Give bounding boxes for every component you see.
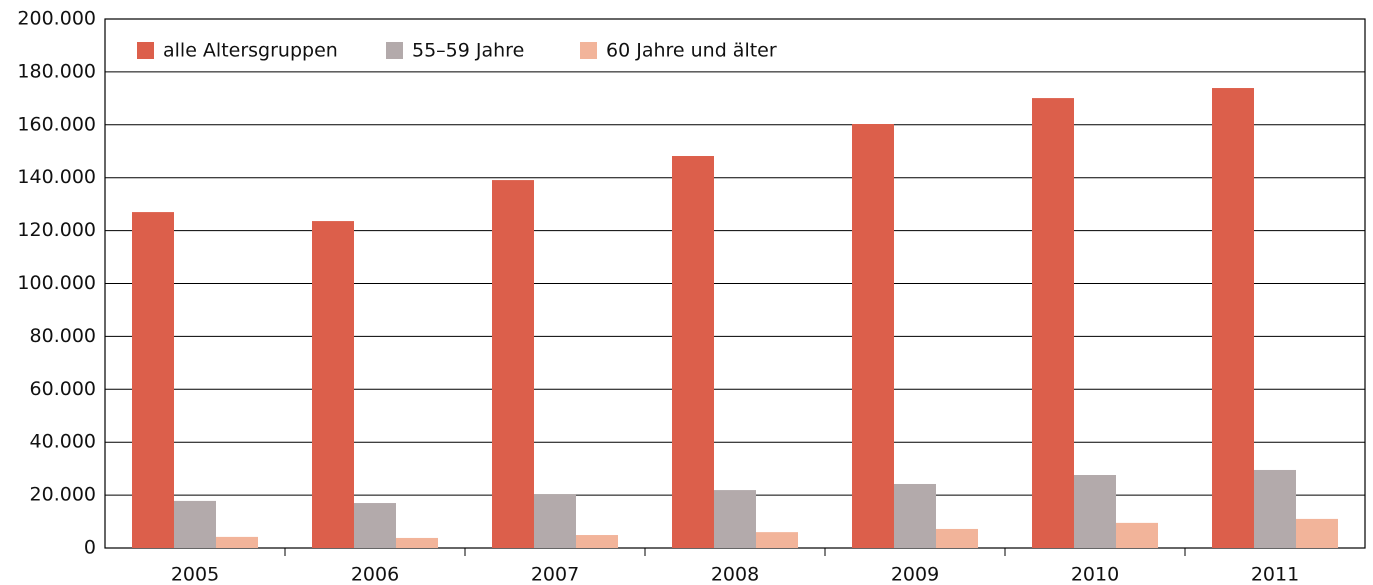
bar [396, 537, 438, 548]
y-tick-label: 40.000 [30, 431, 96, 453]
bar [852, 124, 894, 548]
legend-swatch [137, 42, 154, 59]
y-tick-label: 120.000 [17, 219, 96, 241]
legend-label: 60 Jahre und älter [606, 40, 777, 62]
bar [894, 483, 936, 548]
y-tick-label: 80.000 [30, 325, 96, 347]
x-tick-label: 2010 [1071, 564, 1119, 585]
bar [1254, 469, 1296, 548]
y-tick-label: 200.000 [17, 8, 96, 30]
x-tick-label: 2011 [1251, 564, 1299, 585]
bar [216, 536, 258, 548]
bar [756, 532, 798, 548]
y-tick-label: 140.000 [17, 166, 96, 188]
legend-swatch [386, 42, 403, 59]
bar [1116, 522, 1158, 548]
bar [714, 490, 756, 548]
bar [354, 503, 396, 548]
y-tick-label: 180.000 [17, 60, 96, 82]
bar [936, 528, 978, 548]
bar [312, 221, 354, 548]
x-tick-label: 2007 [531, 564, 579, 585]
x-tick-label: 2008 [711, 564, 759, 585]
x-tick-label: 2006 [351, 564, 399, 585]
y-tick-label: 160.000 [17, 113, 96, 135]
x-tick-label: 2005 [171, 564, 219, 585]
y-tick-label: 0 [84, 537, 96, 559]
x-tick-label: 2009 [891, 564, 939, 585]
bar [132, 212, 174, 548]
bar [492, 180, 534, 548]
legend-label: 55–59 Jahre [412, 40, 524, 62]
bar [1212, 88, 1254, 549]
legend-label: alle Altersgruppen [163, 40, 338, 62]
legend-swatch [580, 42, 597, 59]
y-tick-label: 20.000 [30, 484, 96, 506]
bar [534, 494, 576, 548]
bar [1074, 474, 1116, 548]
bar [672, 156, 714, 549]
bar [1296, 518, 1338, 548]
bar [576, 535, 618, 548]
bar [174, 500, 216, 548]
bar [1032, 98, 1074, 548]
y-tick-label: 100.000 [17, 272, 96, 294]
y-tick-label: 60.000 [30, 378, 96, 400]
